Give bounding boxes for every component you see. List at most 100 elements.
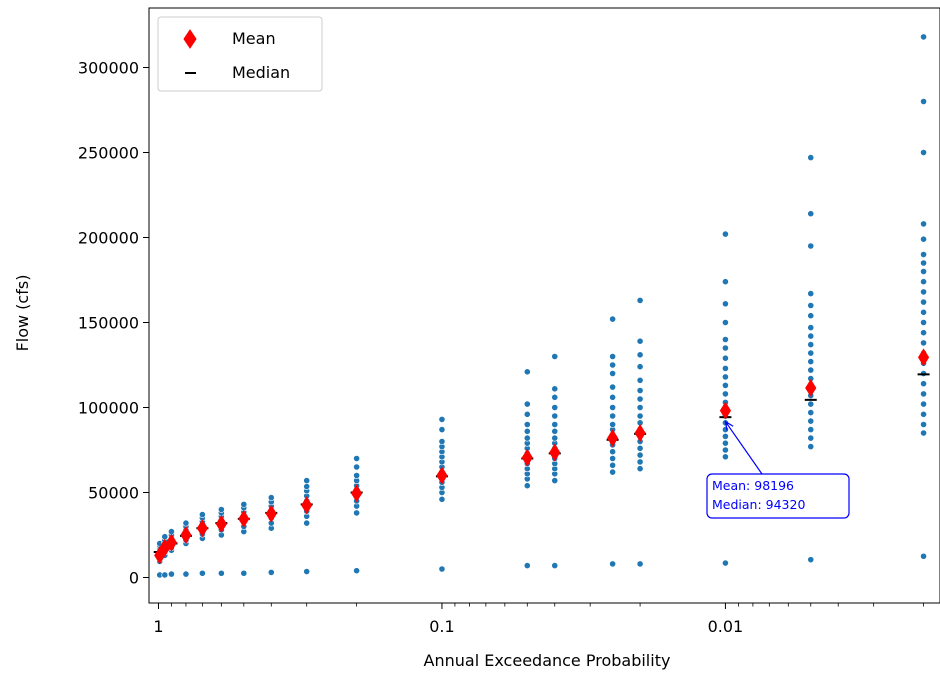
- data-point: [807, 324, 815, 331]
- data-point: [523, 482, 531, 490]
- data-point: [240, 569, 248, 577]
- data-point: [609, 315, 617, 323]
- data-point: [807, 302, 815, 309]
- x-axis-label: Annual Exceedance Probability: [424, 651, 671, 670]
- data-point: [438, 565, 446, 573]
- legend: Mean Median: [157, 16, 323, 92]
- annotation-arrowhead: [724, 420, 734, 431]
- data-point: [807, 349, 815, 357]
- data-point: [609, 404, 617, 411]
- data-point: [722, 300, 729, 308]
- data-point: [551, 385, 559, 393]
- data-point: [920, 33, 927, 41]
- data-point: [267, 494, 275, 501]
- data-point: [609, 370, 617, 377]
- data-point: [217, 506, 225, 513]
- data-point: [551, 477, 559, 484]
- data-point: [920, 552, 927, 560]
- data-point: [303, 483, 311, 490]
- data-point: [636, 458, 644, 466]
- data-point: [920, 149, 927, 156]
- data-point: [722, 373, 729, 381]
- data-point: [609, 353, 617, 360]
- data-point: [609, 448, 617, 456]
- mean-marker: [215, 515, 227, 533]
- mean-marker: [351, 484, 363, 503]
- data-point: [807, 312, 815, 320]
- data-point: [807, 366, 815, 374]
- data-point: [920, 421, 927, 428]
- data-point: [920, 259, 927, 267]
- data-point: [168, 570, 175, 578]
- data-point: [303, 477, 311, 484]
- data-point: [920, 308, 927, 316]
- data-point: [523, 400, 531, 408]
- data-point: [523, 410, 531, 418]
- data-point: [303, 568, 311, 575]
- data-point: [807, 332, 815, 340]
- data-point: [807, 154, 815, 161]
- mean-marker: [196, 519, 208, 538]
- data-point: [920, 251, 927, 258]
- data-point: [198, 569, 206, 577]
- mean-marker: [521, 448, 533, 467]
- data-point: [182, 519, 190, 527]
- y-tick-label: 150000: [78, 314, 139, 333]
- data-point: [636, 351, 644, 359]
- data-point: [353, 472, 361, 479]
- data-point: [523, 562, 531, 569]
- data-point: [722, 344, 729, 352]
- data-point: [267, 569, 275, 576]
- data-point: [609, 461, 617, 469]
- data-point: [636, 363, 644, 371]
- y-tick-label: 250000: [78, 144, 139, 163]
- data-point: [636, 387, 644, 394]
- data-point: [636, 444, 644, 452]
- data-point: [722, 439, 729, 447]
- mean-marker: [301, 496, 313, 515]
- data-point: [636, 404, 644, 411]
- data-point: [353, 455, 361, 462]
- data-point: [438, 495, 446, 503]
- mean-marker: [607, 429, 619, 448]
- data-point: [807, 417, 815, 425]
- legend-mean-marker: [183, 29, 197, 49]
- y-tick-label: 300000: [78, 59, 139, 78]
- data-point: [609, 421, 617, 428]
- mean-marker: [917, 348, 930, 367]
- data-point: [722, 390, 729, 398]
- data-point: [161, 571, 169, 579]
- plot-frame: [148, 7, 940, 604]
- data-point: [807, 400, 815, 408]
- data-point: [609, 468, 617, 476]
- mean-marker: [265, 504, 277, 523]
- data-point: [722, 336, 729, 343]
- data-point: [722, 426, 729, 433]
- data-point: [920, 429, 927, 437]
- data-point: [807, 426, 815, 433]
- data-point: [722, 364, 729, 372]
- data-point: [807, 210, 815, 218]
- data-point: [920, 329, 927, 337]
- data-point: [636, 296, 644, 304]
- data-point: [920, 235, 927, 243]
- data-point: [438, 426, 446, 433]
- x-tick-label: 1: [153, 617, 163, 636]
- annotation-arrow: [724, 421, 763, 475]
- data-point: [551, 421, 559, 428]
- mean-marker: [238, 509, 250, 528]
- mean-markers: [154, 348, 930, 565]
- data-point: [920, 319, 927, 326]
- legend-mean-label: Mean: [232, 29, 276, 48]
- data-point: [523, 368, 531, 376]
- y-tick-label: 200000: [78, 229, 139, 248]
- data-point: [722, 319, 729, 326]
- data-point: [722, 381, 729, 389]
- data-point: [920, 220, 927, 228]
- data-point: [438, 415, 446, 423]
- data-point: [807, 556, 815, 564]
- data-point: [636, 412, 644, 420]
- data-point: [551, 393, 559, 401]
- x-tick-label: 0.1: [429, 617, 454, 636]
